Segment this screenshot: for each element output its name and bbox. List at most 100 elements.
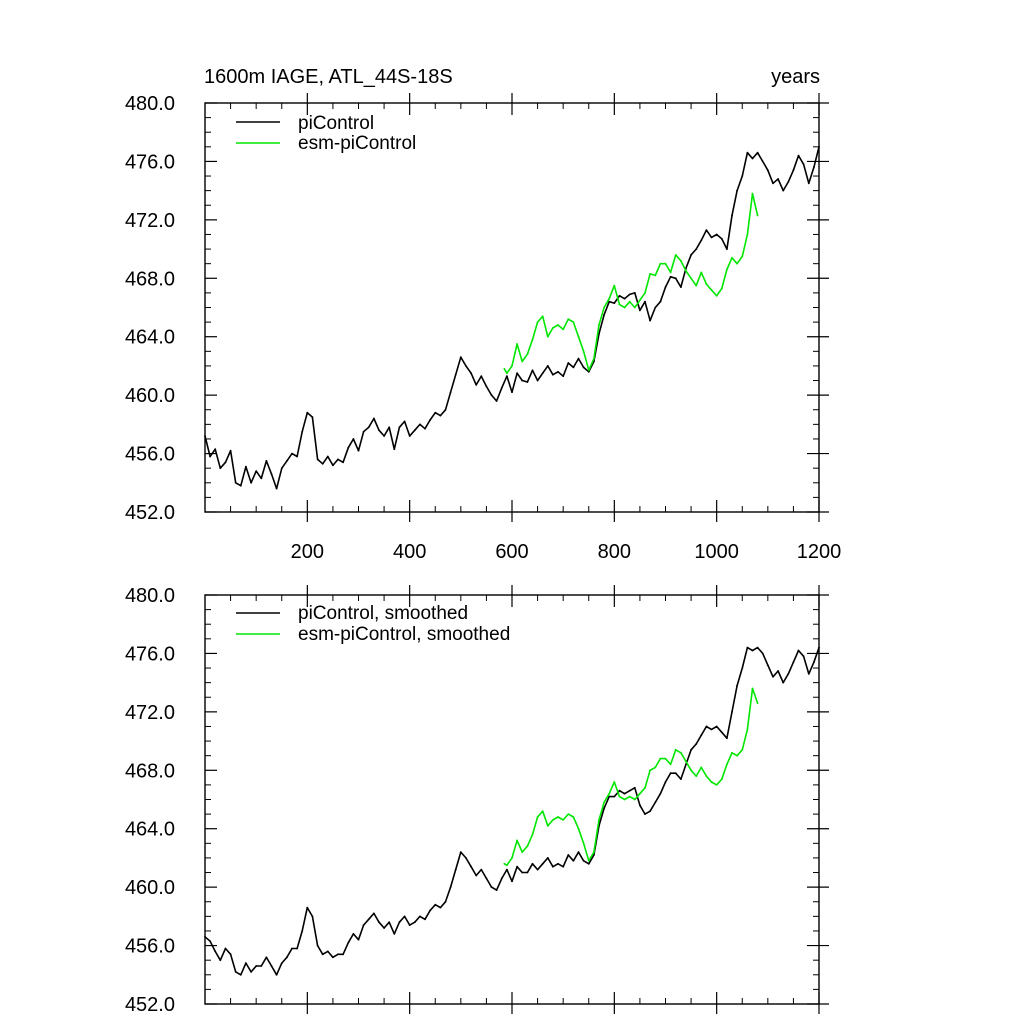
data-point-picontrol-smoothed [234,971,237,973]
data-point-esm-picontrol [521,360,524,363]
data-point-picontrol [280,467,283,470]
data-point-picontrol [633,292,636,294]
data-point-picontrol [439,414,442,417]
data-point-esm-picontrol-smoothed [546,824,549,827]
data-point-esm-picontrol-smoothed [623,798,626,801]
data-point-picontrol [546,365,549,367]
data-point-esm-picontrol [567,318,570,321]
data-point-picontrol [388,426,391,429]
data-point-picontrol [731,214,733,217]
data-point-picontrol [674,277,677,280]
data-point-picontrol-smoothed [787,673,790,675]
data-point-picontrol-smoothed [408,924,411,926]
data-point-picontrol [516,372,518,375]
data-point-picontrol-smoothed [424,918,426,921]
data-point-picontrol [654,306,657,309]
data-point-picontrol [715,233,718,236]
data-point-esm-picontrol-smoothed [526,845,529,848]
data-point-picontrol-smoothed [766,664,769,666]
data-point-esm-picontrol-smoothed [680,751,682,754]
data-point-picontrol-smoothed [342,953,344,956]
series-line-esm-picontrol [503,192,759,375]
series-group [204,646,820,976]
data-point-esm-picontrol [546,335,549,338]
data-point-picontrol [761,160,764,163]
data-point-picontrol-smoothed [700,734,703,737]
data-point-esm-picontrol [557,324,559,326]
y-tick-label: 452.0 [125,502,175,524]
data-point-esm-picontrol [593,357,595,360]
data-point-esm-picontrol-smoothed [613,781,616,783]
data-point-picontrol [751,157,754,160]
series-group [204,145,820,490]
data-point-esm-picontrol [572,321,575,323]
data-point-picontrol-smoothed [255,965,258,967]
data-point-esm-picontrol [715,294,718,297]
data-point-picontrol-smoothed [347,941,350,944]
data-point-esm-picontrol [531,338,534,341]
data-point-picontrol [511,391,513,394]
data-point-esm-picontrol-smoothed [746,728,749,731]
data-point-picontrol-smoothed [516,865,518,868]
data-point-picontrol-smoothed [649,810,651,813]
data-point-picontrol-smoothed [383,927,385,929]
data-point-esm-picontrol [720,287,723,290]
data-point-picontrol [347,446,350,449]
data-point-picontrol [444,408,447,411]
data-point-picontrol [326,455,329,458]
data-point-picontrol-smoothed [623,792,626,795]
y-tick-label: 456.0 [125,444,175,466]
data-point-picontrol [229,449,232,452]
data-point-picontrol-smoothed [296,947,298,950]
data-point-picontrol-smoothed [434,903,437,906]
data-point-picontrol [746,151,749,154]
data-point-picontrol-smoothed [301,930,304,932]
data-point-esm-picontrol [654,274,657,277]
data-point-picontrol [736,189,738,192]
data-point-picontrol-smoothed [311,915,314,918]
data-point-picontrol [480,375,483,378]
data-point-picontrol [777,178,779,180]
data-point-picontrol-smoothed [209,940,212,943]
data-point-esm-picontrol [536,321,539,323]
data-point-esm-picontrol-smoothed [608,792,611,795]
legend-label-esm-picontrol-smoothed: esm-piControl, smoothed [298,624,510,645]
y-tick-label: 468.0 [125,268,175,290]
data-point-picontrol [429,419,431,421]
data-point-esm-picontrol-smoothed [598,819,600,821]
data-point-picontrol [342,461,344,464]
data-point-picontrol [587,370,590,373]
series-line-esm-picontrol-smoothed [503,687,759,867]
data-point-picontrol-smoothed [782,681,785,684]
data-point-picontrol [577,357,580,360]
y-tick-label: 464.0 [125,819,175,841]
data-point-picontrol [332,464,334,467]
data-point-picontrol [659,300,662,303]
data-point-picontrol [465,365,467,367]
data-point-esm-picontrol-smoothed [695,775,698,777]
data-point-picontrol-smoothed [772,675,774,678]
data-point-esm-picontrol [705,283,708,285]
data-point-picontrol [700,239,703,242]
data-point-picontrol-smoothed [352,933,355,935]
data-point-picontrol-smoothed [393,933,396,935]
x-unit-label: years [771,66,820,88]
data-point-picontrol-smoothed [337,953,339,956]
minor-ticks [205,595,819,1004]
data-point-esm-picontrol-smoothed [572,816,575,818]
data-point-esm-picontrol-smoothed [618,795,621,798]
data-point-esm-picontrol-smoothed [654,766,657,769]
data-point-picontrol [639,309,641,312]
data-point-picontrol [485,385,488,388]
data-point-picontrol [239,484,242,487]
data-point-picontrol [250,481,253,484]
data-point-picontrol-smoothed [388,921,391,924]
y-tick-labels: 452.0 456.0 460.0 464.0 468.0 472.0 476.0 480.0 [125,585,175,1016]
data-point-picontrol [291,452,293,455]
data-point-picontrol [690,254,692,256]
series-line-picontrol [204,146,820,490]
data-point-picontrol [710,236,713,239]
data-point-picontrol [311,416,314,418]
data-point-picontrol [495,400,498,402]
data-point-esm-picontrol [628,300,631,303]
